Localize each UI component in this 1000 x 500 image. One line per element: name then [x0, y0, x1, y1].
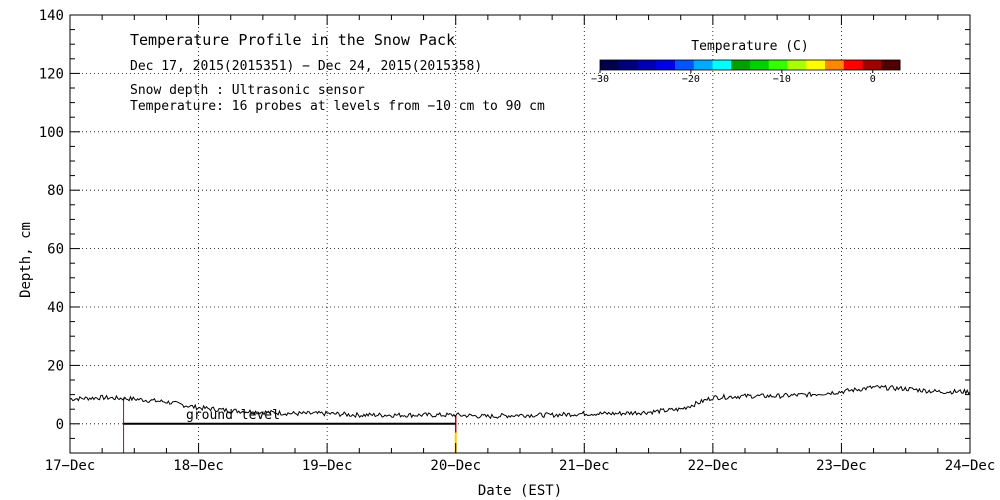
y-tick-label: 80	[47, 183, 64, 199]
plot-frame	[69, 14, 971, 454]
y-tick-label: 0	[56, 417, 64, 433]
colorbar-tick-label: −10	[773, 74, 791, 85]
grid-lines	[70, 15, 970, 453]
event-markers	[123, 397, 457, 453]
colorbar-tick-label: −20	[682, 74, 700, 85]
y-tick-label: 140	[39, 8, 64, 24]
colorbar-tick-label: −30	[591, 74, 609, 85]
colorbar-tick-label: 0	[870, 74, 876, 85]
chart-subtitle: Dec 17, 2015(2015351) − Dec 24, 2015(201…	[130, 59, 482, 74]
y-tick-label: 40	[47, 300, 64, 316]
colorbar-swatch	[637, 60, 657, 70]
x-tick-label: 19−Dec	[302, 458, 353, 474]
colorbar-title: Temperature (C)	[691, 39, 808, 54]
colorbar-swatch	[768, 60, 788, 70]
colorbar-swatch	[825, 60, 845, 70]
colorbar-swatch	[693, 60, 713, 70]
annotation-probes: Temperature: 16 probes at levels from −1…	[130, 99, 545, 114]
x-tick-label: 24−Dec	[945, 458, 996, 474]
x-tick-label: 17−Dec	[45, 458, 96, 474]
colorbar-swatch	[843, 60, 863, 70]
y-axis-label: Depth, cm	[18, 222, 34, 298]
colorbar-swatch	[806, 60, 826, 70]
y-tick-label: 20	[47, 358, 64, 374]
x-axis-label: Date (EST)	[478, 483, 562, 499]
ground-level-label: ground level	[186, 408, 280, 423]
colorbar-swatch	[712, 60, 732, 70]
x-tick-labels: 17−Dec 18−Dec 19−Dec 20−Dec 21−Dec 22−Dec 23−D…	[45, 458, 996, 474]
colorbar-swatch	[731, 60, 751, 70]
colorbar-swatch	[675, 60, 695, 70]
axis-ticks	[69, 14, 971, 454]
x-tick-label: 22−Dec	[688, 458, 739, 474]
y-tick-label: 60	[47, 242, 64, 258]
colorbar-swatch	[881, 60, 901, 70]
colorbar-swatch	[750, 60, 770, 70]
x-tick-label: 18−Dec	[173, 458, 224, 474]
x-tick-label: 21−Dec	[559, 458, 610, 474]
colorbar-swatch	[862, 60, 882, 70]
y-tick-labels: 0 20 40 60 80 100 120 140	[39, 8, 64, 433]
y-tick-label: 120	[39, 66, 64, 82]
temperature-colorbar: −30 −20 −10 0	[591, 59, 901, 85]
colorbar-swatch	[656, 60, 676, 70]
annotation-sensor: Snow depth : Ultrasonic sensor	[130, 83, 365, 98]
x-tick-label: 20−Dec	[430, 458, 481, 474]
y-tick-label: 100	[39, 125, 64, 141]
colorbar-frame	[599, 59, 901, 71]
snow-depth-line	[69, 384, 971, 420]
colorbar-swatch	[787, 60, 807, 70]
x-tick-label: 23−Dec	[816, 458, 867, 474]
colorbar-swatch	[618, 60, 638, 70]
chart-title: Temperature Profile in the Snow Pack	[130, 31, 455, 49]
colorbar-swatch	[600, 60, 620, 70]
